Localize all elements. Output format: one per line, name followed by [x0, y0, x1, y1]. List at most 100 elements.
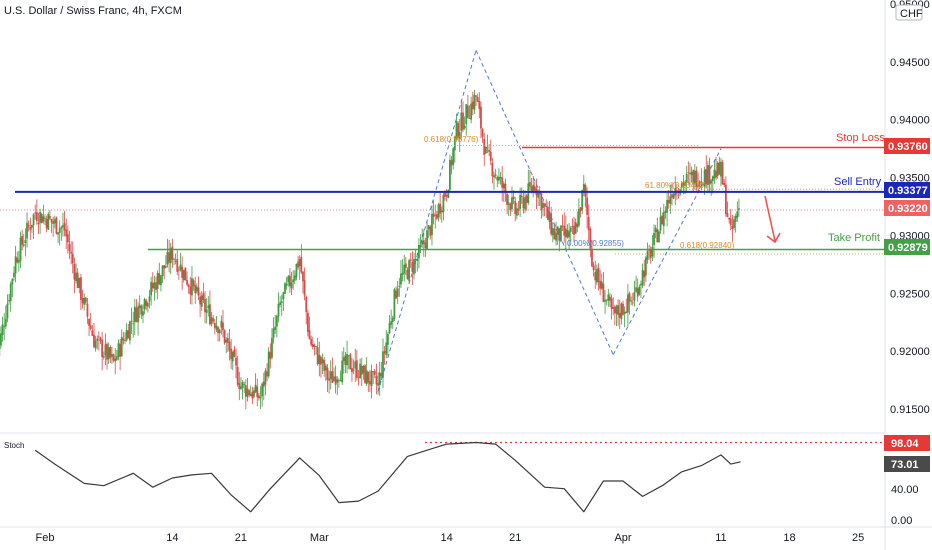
sell-entry-price-tag: 0.93377	[884, 182, 930, 198]
price-tick-1: 0.94000	[890, 115, 930, 127]
candle	[143, 297, 146, 315]
candle	[395, 286, 397, 300]
candle	[339, 370, 342, 382]
candle	[153, 275, 156, 301]
candle	[648, 244, 651, 260]
time-tick-5: 21	[509, 532, 521, 544]
candle	[617, 299, 620, 326]
candle	[189, 276, 192, 305]
candle	[579, 206, 582, 218]
candle	[555, 221, 557, 246]
candle	[496, 175, 499, 188]
take-profit-label: Take Profit	[828, 232, 880, 244]
candle	[705, 155, 708, 189]
candle	[200, 291, 203, 312]
candle	[99, 336, 102, 344]
stop-loss-label: Stop Loss	[836, 132, 885, 144]
candle	[723, 178, 726, 188]
candle	[351, 357, 353, 382]
candle	[460, 99, 463, 141]
candle	[578, 198, 580, 228]
candle	[262, 372, 265, 401]
stop-loss-price-tag: 0.93760	[884, 138, 930, 154]
candle	[475, 94, 477, 107]
candle	[73, 257, 76, 294]
candle	[418, 238, 420, 269]
price-axis[interactable]: 0.945000.940000.935000.930000.925000.920…	[884, 0, 930, 550]
candle	[404, 256, 407, 276]
candle	[35, 199, 38, 225]
candle	[687, 161, 690, 184]
candle	[514, 197, 517, 222]
candle	[501, 166, 504, 202]
candle	[14, 245, 17, 283]
candle	[197, 276, 200, 301]
candle	[117, 339, 120, 361]
candle	[187, 283, 190, 294]
candle	[586, 187, 588, 229]
candle	[271, 328, 273, 360]
candle	[656, 217, 659, 243]
candle	[210, 311, 213, 327]
candle	[636, 278, 639, 302]
candle	[499, 172, 502, 185]
candle	[97, 331, 100, 351]
candle	[447, 189, 450, 199]
candle	[341, 351, 344, 386]
candle	[411, 251, 414, 286]
current-price: 0.93220	[888, 203, 928, 215]
candle	[58, 220, 61, 246]
fib-label-3: 0.00%(0.92855)	[567, 239, 624, 248]
candle	[191, 265, 193, 305]
candle	[623, 306, 626, 328]
candle	[470, 96, 473, 124]
current-price-tag: 0.93220	[884, 200, 930, 216]
candle	[439, 191, 442, 220]
candle	[297, 255, 299, 270]
price-tick-0: 0.94500	[890, 57, 930, 69]
candle	[449, 154, 451, 193]
chart-title: U.S. Dollar / Swiss Franc, 4h, FXCM	[4, 5, 182, 17]
candle	[435, 210, 438, 221]
candle	[538, 186, 541, 206]
stoch-line	[34, 441, 741, 513]
candle	[672, 191, 675, 200]
candle	[1, 316, 4, 342]
candle	[282, 291, 285, 311]
candle	[724, 176, 727, 217]
candle	[285, 276, 288, 290]
candle	[274, 315, 277, 334]
candle	[400, 260, 402, 288]
currency-button[interactable]: CHF	[895, 4, 923, 21]
candle	[303, 267, 306, 301]
candle	[515, 203, 518, 220]
candle	[164, 255, 167, 269]
candle	[336, 376, 339, 396]
candle	[31, 224, 33, 233]
candle	[315, 345, 317, 355]
candle	[622, 300, 624, 316]
candle	[362, 364, 365, 380]
candle	[331, 357, 334, 384]
candle	[587, 204, 590, 244]
candle	[600, 273, 603, 290]
candle	[192, 278, 195, 291]
candle	[346, 340, 348, 374]
candle	[222, 309, 224, 338]
candle	[166, 238, 169, 268]
candle	[369, 369, 371, 393]
candle	[349, 352, 352, 370]
candle	[174, 253, 177, 265]
candle	[181, 256, 184, 290]
time-axis[interactable]: Feb 14 21 Mar 14 21 Apr 11 18 25	[0, 432, 932, 544]
price-tick-4: 0.92500	[890, 288, 930, 300]
candle	[261, 382, 264, 407]
candle	[115, 349, 118, 361]
candle	[721, 159, 724, 185]
candle	[431, 205, 433, 246]
candle	[370, 364, 373, 399]
candle	[168, 239, 170, 273]
candle	[609, 292, 611, 307]
sell-direction-arrow	[764, 195, 781, 244]
